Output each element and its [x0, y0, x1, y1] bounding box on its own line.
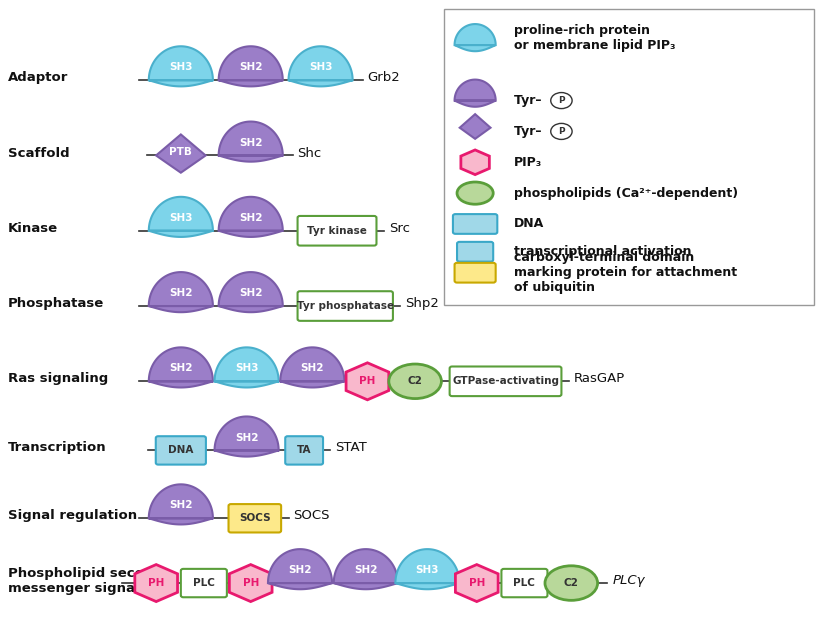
Text: TA: TA [297, 445, 312, 455]
FancyBboxPatch shape [453, 214, 497, 234]
Polygon shape [461, 150, 489, 175]
Text: phospholipids (Ca²⁺-dependent): phospholipids (Ca²⁺-dependent) [514, 186, 738, 200]
Polygon shape [455, 565, 498, 602]
Polygon shape [215, 347, 279, 387]
Text: SH2: SH2 [169, 500, 192, 510]
Text: Tyr phosphatase: Tyr phosphatase [297, 301, 394, 311]
Polygon shape [268, 549, 332, 589]
Text: SH2: SH2 [169, 288, 192, 298]
Text: Scaffold: Scaffold [8, 146, 70, 160]
Circle shape [551, 123, 572, 139]
FancyBboxPatch shape [501, 569, 547, 597]
Polygon shape [280, 347, 344, 387]
Polygon shape [149, 197, 213, 237]
FancyBboxPatch shape [229, 504, 281, 532]
FancyBboxPatch shape [156, 436, 206, 465]
FancyBboxPatch shape [298, 216, 376, 246]
Polygon shape [455, 24, 496, 51]
Text: PLC: PLC [193, 578, 215, 588]
FancyBboxPatch shape [457, 242, 493, 262]
Text: PH: PH [148, 578, 164, 588]
Text: PLC: PLC [514, 578, 535, 588]
Polygon shape [334, 549, 398, 589]
Polygon shape [229, 565, 272, 602]
Polygon shape [219, 197, 283, 237]
Text: SH3: SH3 [235, 363, 258, 373]
Polygon shape [149, 272, 213, 312]
Text: SH2: SH2 [239, 213, 262, 223]
Polygon shape [149, 347, 213, 387]
Text: SH2: SH2 [354, 565, 377, 575]
Text: SH3: SH3 [169, 213, 192, 223]
Text: PTB: PTB [169, 147, 192, 157]
Text: Shp2: Shp2 [405, 297, 439, 310]
Text: STAT: STAT [335, 441, 367, 455]
Text: DNA: DNA [169, 445, 193, 455]
Text: Tyr–: Tyr– [514, 94, 546, 107]
Text: SH3: SH3 [416, 565, 439, 575]
Text: Shc: Shc [298, 146, 322, 160]
FancyBboxPatch shape [285, 436, 323, 465]
Text: P: P [558, 96, 565, 105]
FancyBboxPatch shape [444, 9, 814, 305]
Text: Grb2: Grb2 [367, 71, 400, 85]
Text: SOCS: SOCS [293, 509, 330, 523]
Polygon shape [215, 416, 279, 457]
Text: Phospholipid second-
messenger signaling: Phospholipid second- messenger signaling [8, 566, 169, 595]
FancyBboxPatch shape [181, 569, 227, 597]
FancyBboxPatch shape [298, 291, 393, 321]
Text: carboxyl-terminal domain
marking protein for attachment
of ubiquitin: carboxyl-terminal domain marking protein… [514, 251, 737, 294]
Text: Signal regulation: Signal regulation [8, 509, 137, 523]
Polygon shape [219, 46, 283, 86]
Text: Phosphatase: Phosphatase [8, 297, 104, 310]
Text: Adaptor: Adaptor [8, 71, 68, 85]
FancyBboxPatch shape [450, 366, 561, 396]
Text: RasGAP: RasGAP [574, 372, 625, 386]
Polygon shape [395, 549, 459, 589]
Text: Ras signaling: Ras signaling [8, 372, 109, 386]
Polygon shape [455, 80, 496, 107]
Text: PH: PH [242, 578, 259, 588]
Ellipse shape [545, 566, 598, 600]
Text: Kinase: Kinase [8, 222, 58, 235]
Text: transcriptional activation: transcriptional activation [514, 245, 691, 259]
Ellipse shape [457, 182, 493, 204]
Polygon shape [289, 46, 353, 86]
Text: Src: Src [389, 222, 410, 235]
Text: P: P [558, 127, 565, 136]
Text: C2: C2 [408, 376, 423, 386]
Text: GTPase-activating: GTPase-activating [452, 376, 559, 386]
Circle shape [551, 93, 572, 109]
Text: proline-rich protein
or membrane lipid PIP₃: proline-rich protein or membrane lipid P… [514, 23, 675, 52]
Polygon shape [149, 484, 213, 524]
FancyBboxPatch shape [455, 263, 496, 283]
Text: SH2: SH2 [239, 138, 262, 147]
Text: SH2: SH2 [239, 62, 262, 72]
Text: Tyr kinase: Tyr kinase [307, 226, 367, 236]
Polygon shape [156, 135, 206, 173]
Text: PIP₃: PIP₃ [514, 155, 542, 169]
Text: PH: PH [469, 578, 485, 588]
Text: PLCγ: PLCγ [612, 574, 645, 587]
Text: Tyr–: Tyr– [514, 125, 546, 138]
Text: DNA: DNA [514, 217, 544, 231]
Text: SH2: SH2 [289, 565, 312, 575]
Polygon shape [149, 46, 213, 86]
Text: C2: C2 [564, 578, 579, 588]
Text: SH2: SH2 [301, 363, 324, 373]
Text: SOCS: SOCS [239, 513, 270, 523]
Text: SH3: SH3 [309, 62, 332, 72]
Polygon shape [219, 272, 283, 312]
Polygon shape [135, 565, 178, 602]
Text: SH2: SH2 [239, 288, 262, 298]
Text: SH2: SH2 [235, 433, 258, 442]
Text: SH2: SH2 [169, 363, 192, 373]
Polygon shape [219, 122, 283, 162]
Polygon shape [346, 363, 389, 400]
Text: SH3: SH3 [169, 62, 192, 72]
Text: PH: PH [359, 376, 376, 386]
Polygon shape [459, 114, 491, 139]
Ellipse shape [389, 364, 441, 399]
Text: Transcription: Transcription [8, 441, 107, 455]
